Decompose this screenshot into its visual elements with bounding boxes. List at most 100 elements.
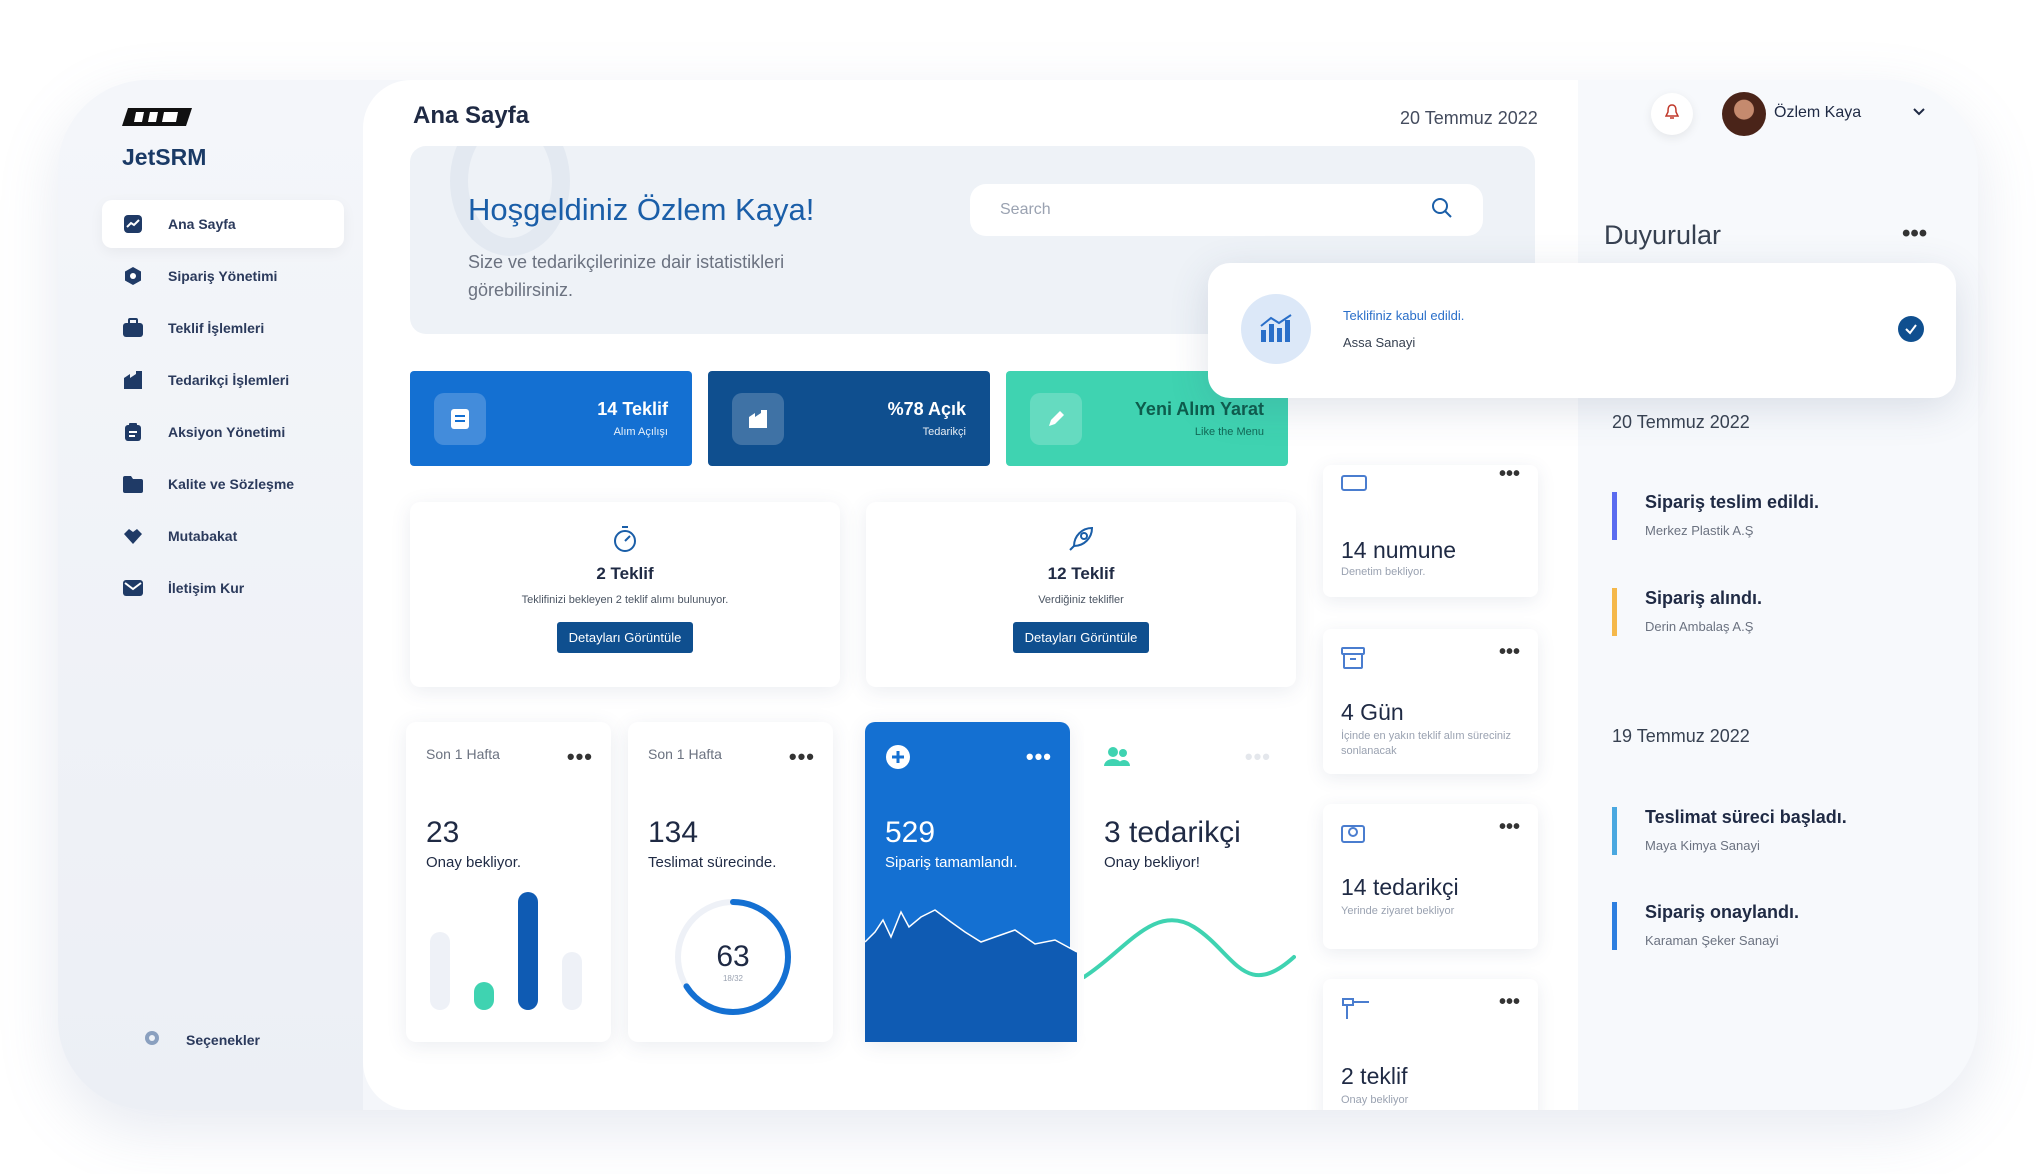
sidebar-item-mutabakat[interactable]: Mutabakat [102,512,344,560]
location-icon [1341,822,1365,849]
sidebar-item-iletisim[interactable]: İletişim Kur [102,564,344,612]
card-caption: Sipariş tamamlandı. [885,854,1018,871]
document-icon [434,392,486,445]
add-icon[interactable] [885,744,911,775]
main-content: Ana Sayfa 20 Temmuz 2022 Hoşgeldiniz Özl… [363,80,1578,1110]
announcement-title: Sipariş onaylandı. [1645,902,1800,922]
user-name[interactable]: Özlem Kaya [1774,104,1862,121]
card-value: 2 teklif [1341,1063,1408,1089]
sidebar-item-label: Mutabakat [168,528,238,544]
factory-icon [122,369,144,391]
card-caption: Onay bekliyor. [426,854,522,871]
sidebar-item-tedarikci[interactable]: Tedarikçi İşlemleri [102,356,344,404]
card-subtitle: Verdiğiniz teklifler [1038,594,1124,606]
more-icon[interactable]: ••• [566,744,593,769]
ring-value: 63 [716,940,750,973]
sidebar: JetSRM Ana Sayfa Sipariş Yönetimi Teklif… [58,80,363,1110]
page-title: Ana Sayfa [413,102,530,129]
avatar[interactable] [1722,92,1766,136]
more-icon[interactable]: ••• [1498,816,1520,838]
check-icon[interactable] [1898,316,1924,342]
sidebar-item-label: Sipariş Yönetimi [168,268,278,284]
teklif-card-pending: 2 Teklif Teklifinizi bekleyen 2 teklif a… [410,502,840,687]
notification-toast[interactable]: Teklifiniz kabul edildi. Assa Sanayi [1208,263,1956,398]
sidebar-nav: Ana Sayfa Sipariş Yönetimi Teklif İşleml… [102,200,344,616]
company-logo [122,108,192,126]
announcements-panel [1578,80,1978,1110]
period-label: Son 1 Hafta [648,746,722,762]
sidebar-item-aksiyon[interactable]: Aksiyon Yönetimi [102,408,344,456]
sidebar-item-label: Kalite ve Sözleşme [168,476,295,492]
sidebar-item-label: İletişim Kur [168,580,245,596]
card-value: 14 tedarikçi [1341,874,1459,900]
chevron-down-icon[interactable] [1912,104,1926,122]
card-subtitle: Denetim bekliyor. [1341,566,1426,578]
stat-subtitle: Like the Menu [1194,426,1264,438]
announcement-sub: Merkez Plastik A.Ş [1645,523,1754,538]
briefcase-icon [122,317,144,339]
more-icon[interactable]: ••• [1498,463,1520,485]
period-label: Son 1 Hafta [426,746,500,762]
announcement-item[interactable]: Sipariş alındı. Derin Ambalaş A.Ş [1612,588,1762,636]
mail-icon [122,577,144,599]
announcement-title: Sipariş teslim edildi. [1645,492,1820,512]
card-value: 134 [648,816,699,849]
sidebar-item-siparis[interactable]: Sipariş Yönetimi [102,252,344,300]
bar-chart-icon [1241,294,1311,364]
stat-title: Yeni Alım Yarat [1134,399,1264,419]
side-card-days: ••• 4 Gün İçinde en yakın teklif alım sü… [1323,629,1538,774]
area-sparkline [865,909,1077,1042]
wave-sparkline [1084,918,1296,979]
more-icon[interactable]: ••• [1498,991,1520,1013]
teklif-stat-button[interactable]: 14 Teklif Alım Açılışı [410,371,692,466]
mini-card-delivery: Son 1 Hafta ••• 134 Teslimat sürecinde. … [628,722,833,1042]
side-card-samples: ••• 14 numune Denetim bekliyor. [1323,463,1538,597]
users-icon [1104,746,1130,771]
announcement-sub: Derin Ambalaş A.Ş [1645,619,1754,634]
rocket-icon [1066,524,1096,554]
edit-icon [1030,392,1082,445]
sidebar-item-kalite[interactable]: Kalite ve Sözleşme [102,460,344,508]
more-icon[interactable]: ••• [1025,744,1052,769]
search-icon[interactable] [1431,197,1453,224]
announcement-item[interactable]: Sipariş onaylandı. Karaman Şeker Sanayi [1612,902,1799,950]
settings-button[interactable]: Seçenekler [142,1028,260,1051]
search-input[interactable]: Search [970,184,1483,236]
side-card-offers: ••• 2 teklif Onay bekliyor [1323,979,1538,1110]
notification-button[interactable] [1651,93,1693,135]
toast-title: Teklifiniz kabul edildi. [1343,308,1465,323]
tedarikci-stat-button[interactable]: %78 Açık Tedarikçi [708,371,990,466]
details-button[interactable]: Detayları Görüntüle [1012,622,1150,653]
factory-icon [732,392,784,445]
settings-label: Seçenekler [186,1031,260,1048]
announcement-title: Sipariş alındı. [1645,588,1763,608]
announcement-item[interactable]: Sipariş teslim edildi. Merkez Plastik A.… [1612,492,1819,540]
stat-title: %78 Açık [887,399,966,419]
app-brand: JetSRM [122,144,207,170]
announcement-date: 20 Temmuz 2022 [1612,412,1750,432]
bell-icon [1664,103,1680,125]
bar-sparkline [430,892,582,1010]
sidebar-item-ana-sayfa[interactable]: Ana Sayfa [102,200,344,248]
card-value: 529 [885,816,936,849]
sidebar-item-label: Ana Sayfa [168,216,236,232]
inbox-icon [1341,475,1367,496]
stat-title: 14 Teklif [597,399,668,419]
sidebar-item-teklif[interactable]: Teklif İşlemleri [102,304,344,352]
progress-ring [675,899,791,1015]
toast-subtitle: Assa Sanayi [1343,335,1416,350]
more-icon[interactable]: ••• [1498,641,1520,663]
more-icon[interactable]: ••• [788,744,815,769]
more-icon[interactable]: ••• [1244,744,1271,769]
announcement-item[interactable]: Teslimat süreci başladı. Maya Kimya Sana… [1612,807,1847,855]
sidebar-item-label: Aksiyon Yönetimi [168,424,286,440]
more-icon[interactable]: ••• [1902,220,1928,247]
announcement-title: Teslimat süreci başladı. [1645,807,1847,827]
stat-subtitle: Alım Açılışı [613,426,668,438]
details-button[interactable]: Detayları Görüntüle [556,622,694,653]
card-value: 14 numune [1341,537,1457,563]
sidebar-item-label: Tedarikçi İşlemleri [168,372,290,388]
header-date: 20 Temmuz 2022 [1400,108,1538,128]
card-value: 4 Gün [1341,699,1404,725]
card-subtitle: Teklifinizi bekleyen 2 teklif alımı bulu… [521,594,729,606]
